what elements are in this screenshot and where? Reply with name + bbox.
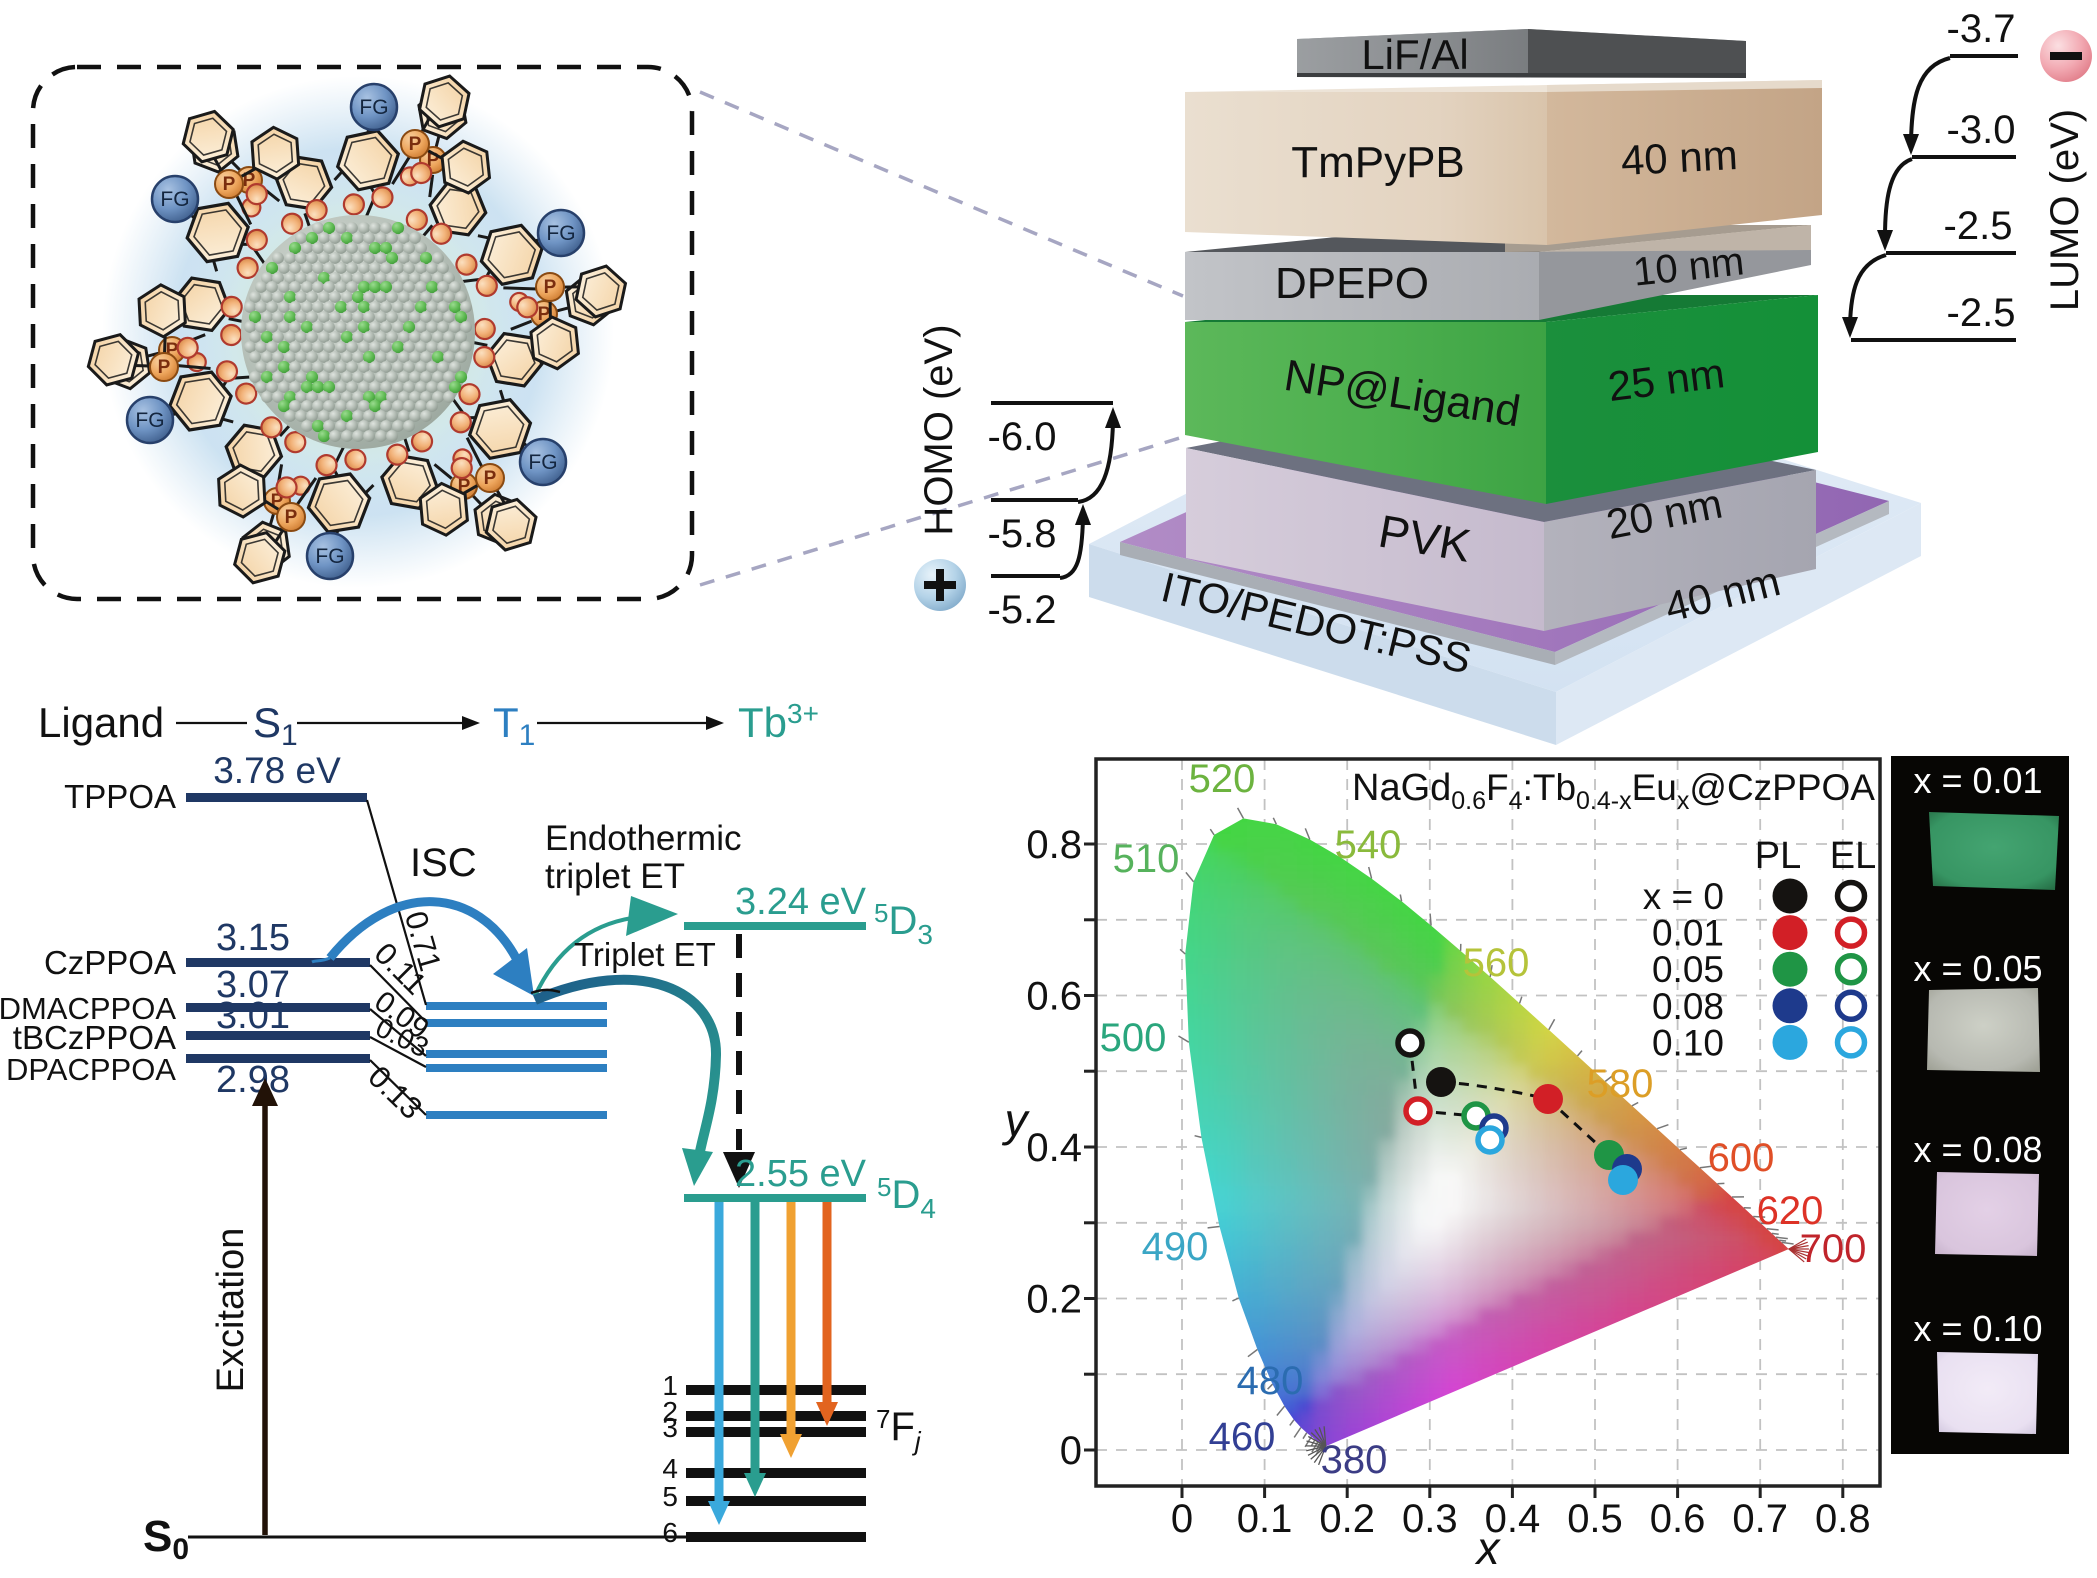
svg-text:LiF/Al: LiF/Al xyxy=(1361,31,1468,78)
svg-text:-5.8: -5.8 xyxy=(988,512,1057,556)
svg-text:0: 0 xyxy=(1060,1429,1082,1473)
svg-text:-3.7: -3.7 xyxy=(1947,7,2016,51)
svg-text:5: 5 xyxy=(662,1481,678,1512)
svg-text:540: 540 xyxy=(1335,823,1402,867)
svg-text:x: x xyxy=(1475,1522,1502,1574)
svg-text:HOMO (eV): HOMO (eV) xyxy=(917,324,961,535)
svg-text:490: 490 xyxy=(1142,1225,1209,1269)
svg-text:FG: FG xyxy=(546,222,575,245)
svg-text:DMACPPOA: DMACPPOA xyxy=(0,991,176,1026)
svg-text:FG: FG xyxy=(528,451,557,474)
svg-text:0.5: 0.5 xyxy=(1567,1497,1623,1541)
svg-text:0.6: 0.6 xyxy=(1026,975,1082,1019)
svg-text:0.3: 0.3 xyxy=(1402,1497,1458,1541)
svg-text:0.05: 0.05 xyxy=(1652,949,1724,990)
svg-text:0: 0 xyxy=(1171,1497,1193,1541)
svg-text:FG: FG xyxy=(160,188,189,211)
svg-text:2.55 eV: 2.55 eV xyxy=(735,1153,867,1195)
svg-text:5D4: 5D4 xyxy=(877,1172,936,1224)
svg-text:7Fj: 7Fj xyxy=(876,1404,922,1456)
svg-text:5D3: 5D3 xyxy=(874,898,933,950)
svg-text:P: P xyxy=(409,134,422,155)
svg-text:6: 6 xyxy=(662,1517,678,1548)
svg-text:560: 560 xyxy=(1463,941,1530,985)
svg-text:4: 4 xyxy=(662,1453,678,1484)
svg-text:2: 2 xyxy=(662,1396,678,1427)
svg-text:500: 500 xyxy=(1100,1016,1167,1060)
svg-text:TmPyPB: TmPyPB xyxy=(1291,138,1465,187)
svg-text:tBCzPPOA: tBCzPPOA xyxy=(13,1019,176,1056)
svg-text:0.2: 0.2 xyxy=(1026,1278,1082,1322)
svg-text:x = 0.01: x = 0.01 xyxy=(1913,760,2042,801)
svg-text:PL: PL xyxy=(1755,835,1801,877)
svg-text:FG: FG xyxy=(315,545,344,568)
svg-text:Triplet ET: Triplet ET xyxy=(574,936,716,973)
svg-text:EL: EL xyxy=(1830,835,1876,877)
svg-text:S0: S0 xyxy=(143,1512,189,1566)
svg-text:DPACPPOA: DPACPPOA xyxy=(6,1052,176,1087)
svg-text:40 nm: 40 nm xyxy=(1620,131,1739,184)
svg-text:Ligand: Ligand xyxy=(38,699,164,746)
svg-text:380: 380 xyxy=(1321,1438,1388,1482)
svg-text:480: 480 xyxy=(1237,1359,1304,1403)
svg-text:0.7: 0.7 xyxy=(1732,1497,1788,1541)
svg-text:FG: FG xyxy=(359,96,388,119)
svg-text:-3.0: -3.0 xyxy=(1947,108,2016,152)
svg-text:x = 0.10: x = 0.10 xyxy=(1913,1308,2042,1349)
svg-text:Excitation: Excitation xyxy=(210,1228,252,1393)
svg-text:P: P xyxy=(484,468,497,489)
svg-text:0.1: 0.1 xyxy=(1237,1497,1293,1541)
svg-text:700: 700 xyxy=(1800,1227,1867,1271)
svg-text:3.78 eV: 3.78 eV xyxy=(213,750,341,791)
svg-text:ISC: ISC xyxy=(410,841,477,885)
svg-text:600: 600 xyxy=(1708,1136,1775,1180)
svg-text:CzPPOA: CzPPOA xyxy=(44,944,176,981)
svg-text:1: 1 xyxy=(662,1370,678,1401)
svg-text:x = 0.05: x = 0.05 xyxy=(1913,948,2042,989)
svg-text:3.24 eV: 3.24 eV xyxy=(735,881,867,923)
svg-text:580: 580 xyxy=(1587,1062,1654,1106)
svg-text:y: y xyxy=(1002,1094,1031,1146)
svg-text:0.01: 0.01 xyxy=(1652,913,1724,954)
svg-text:510: 510 xyxy=(1113,837,1180,881)
svg-text:520: 520 xyxy=(1189,757,1256,801)
svg-text:LUMO (eV): LUMO (eV) xyxy=(2043,109,2087,311)
svg-text:0.6: 0.6 xyxy=(1650,1497,1706,1541)
svg-text:3.07: 3.07 xyxy=(216,964,290,1006)
svg-text:triplet ET: triplet ET xyxy=(545,857,685,896)
svg-text:TPPOA: TPPOA xyxy=(64,778,176,815)
svg-text:x = 0: x = 0 xyxy=(1643,876,1724,917)
svg-text:P: P xyxy=(544,277,557,298)
svg-text:x = 0.08: x = 0.08 xyxy=(1913,1129,2042,1170)
svg-text:3.01: 3.01 xyxy=(216,995,290,1037)
svg-text:-2.5: -2.5 xyxy=(1947,291,2016,335)
svg-text:0.08: 0.08 xyxy=(1652,986,1724,1027)
svg-text:P: P xyxy=(158,357,171,378)
svg-text:Endothermic: Endothermic xyxy=(545,819,741,858)
svg-text:460: 460 xyxy=(1209,1415,1276,1459)
svg-text:0.8: 0.8 xyxy=(1026,823,1082,867)
svg-text:DPEPO: DPEPO xyxy=(1275,259,1429,308)
svg-text:0.10: 0.10 xyxy=(1652,1022,1724,1063)
svg-text:0.4: 0.4 xyxy=(1485,1497,1541,1541)
svg-text:P: P xyxy=(223,174,236,195)
svg-text:P: P xyxy=(285,507,298,528)
svg-text:-6.0: -6.0 xyxy=(988,415,1057,459)
svg-text:-5.2: -5.2 xyxy=(988,588,1057,632)
svg-text:0.8: 0.8 xyxy=(1815,1497,1871,1541)
svg-text:FG: FG xyxy=(135,409,164,432)
svg-text:0.4: 0.4 xyxy=(1026,1126,1082,1170)
svg-text:2.98: 2.98 xyxy=(216,1059,290,1101)
svg-text:3.15: 3.15 xyxy=(216,917,290,959)
svg-text:3: 3 xyxy=(662,1412,678,1443)
svg-text:-2.5: -2.5 xyxy=(1944,204,2013,248)
svg-text:620: 620 xyxy=(1757,1189,1824,1233)
svg-text:0.2: 0.2 xyxy=(1319,1497,1375,1541)
